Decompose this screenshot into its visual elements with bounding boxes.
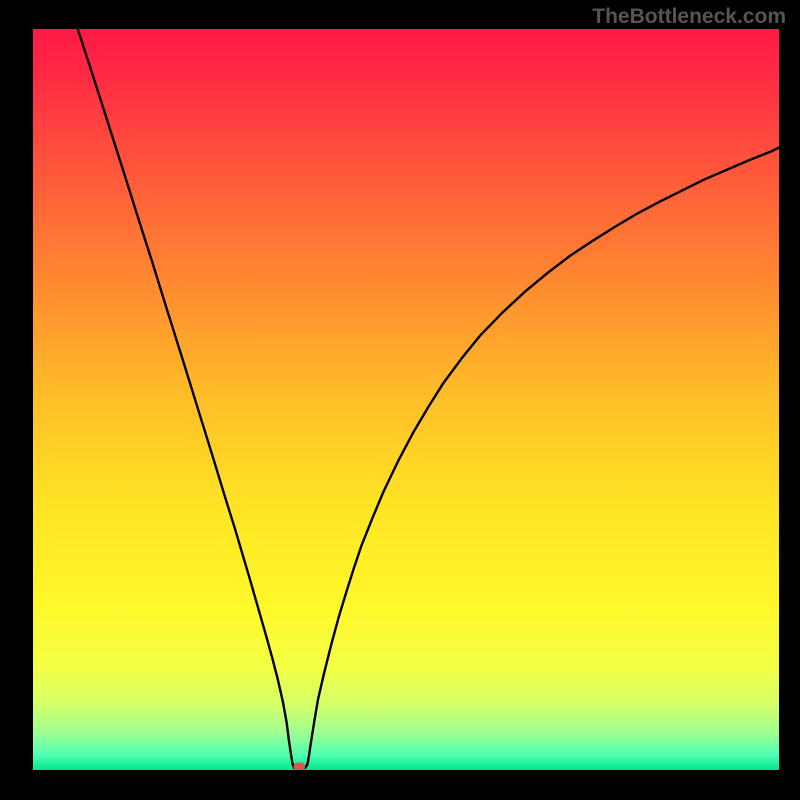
bottleneck-chart xyxy=(33,29,779,770)
watermark-text: TheBottleneck.com xyxy=(592,5,786,29)
minimum-marker xyxy=(293,763,305,770)
gradient-background xyxy=(33,29,779,770)
